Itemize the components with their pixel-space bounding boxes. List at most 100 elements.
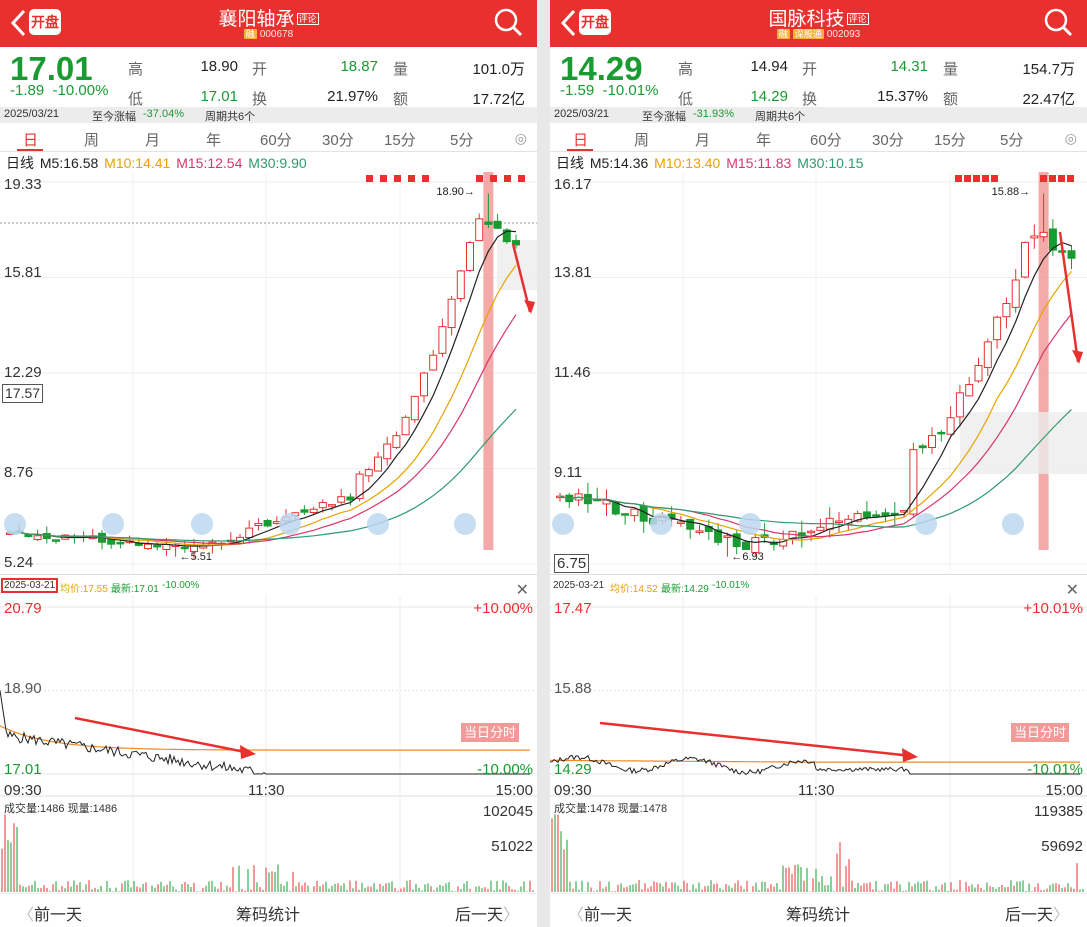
search-icon[interactable]	[1043, 6, 1073, 38]
open-label: 开	[252, 61, 268, 78]
next-day-button[interactable]: 后一天〉	[1005, 907, 1070, 924]
tab-month[interactable]: 月	[145, 132, 161, 149]
candle-body	[116, 541, 125, 545]
event-marker	[1058, 175, 1065, 182]
tab-day[interactable]: 日	[573, 132, 589, 149]
amount-value: 22.47亿	[1022, 91, 1075, 108]
tab-week[interactable]: 周	[634, 132, 650, 149]
chevron-left-icon: 〈	[18, 907, 35, 924]
tab-15min[interactable]: 15分	[384, 132, 416, 149]
intraday-button[interactable]: 当日分时	[461, 723, 519, 742]
candle-body	[900, 510, 909, 513]
chart-nav-icon	[1002, 513, 1024, 535]
low-label: 低	[678, 91, 694, 108]
volume-value: 154.7万	[1022, 61, 1075, 78]
tab-5min[interactable]: 5分	[450, 132, 474, 149]
intraday-pct-bot: -10.00%	[477, 761, 533, 778]
since-value: -37.04%	[143, 108, 184, 120]
back-arrow-icon[interactable]	[8, 6, 30, 40]
open-value: 14.31	[890, 58, 928, 75]
candle-body	[695, 530, 704, 533]
candle-body	[955, 392, 964, 418]
candle-body	[1048, 228, 1057, 251]
volume-label: 成交量:1486 现量:1486	[4, 803, 118, 815]
tab-year[interactable]: 年	[756, 132, 772, 149]
trend-arrow-icon	[1058, 231, 1080, 363]
intraday-svg	[0, 596, 537, 896]
event-marker	[1067, 175, 1074, 182]
period-tabs: 日 周 月 年 60分 30分 15分 5分 ◎	[550, 124, 1087, 152]
candle-body	[502, 229, 511, 243]
candle-body	[263, 520, 272, 527]
ma10-value: M10:13.40	[654, 155, 721, 171]
volume-label: 成交量:1478 现量:1478	[554, 803, 668, 815]
candle-body	[621, 513, 630, 516]
tab-60min[interactable]: 60分	[810, 132, 842, 149]
tab-week[interactable]: 周	[84, 132, 100, 149]
search-icon[interactable]	[493, 6, 523, 38]
active-tab-indicator	[567, 149, 593, 151]
kaipan-button[interactable]: 开盘	[29, 9, 61, 35]
ma30-value: M30:10.15	[797, 155, 864, 171]
close-icon[interactable]: ✕	[1065, 582, 1079, 599]
stock-code: 000678	[259, 29, 294, 40]
tab-5min[interactable]: 5分	[1000, 132, 1024, 149]
intraday-info-bar: 2025-03-21 均价:17.55 最新:17.01 -10.00% ✕	[0, 574, 537, 599]
candle-body	[254, 523, 263, 527]
header-bar: 开盘 襄阳轴承 评论 融 000678	[0, 0, 537, 47]
intraday-chart[interactable]: 20.79 18.90 17.01 +10.00% -10.00% 09:30 …	[0, 596, 537, 906]
candle-body	[401, 416, 410, 436]
panel-divider	[537, 0, 550, 927]
chart-nav-icon	[191, 513, 213, 535]
next-day-button[interactable]: 后一天〉	[455, 907, 520, 924]
intraday-last-pct: -10.00%	[162, 580, 200, 591]
intraday-avg: 均价:14.52	[610, 584, 658, 595]
tab-60min[interactable]: 60分	[260, 132, 292, 149]
back-arrow-icon[interactable]	[558, 6, 580, 40]
ma15-value: M15:12.54	[176, 155, 243, 171]
event-marker	[982, 175, 989, 182]
turnover-label: 换	[252, 91, 268, 108]
prev-day-button[interactable]: 〈前一天	[18, 907, 83, 924]
kaipan-button[interactable]: 开盘	[579, 9, 611, 35]
tab-month[interactable]: 月	[695, 132, 711, 149]
event-marker	[1040, 175, 1047, 182]
tab-15min[interactable]: 15分	[934, 132, 966, 149]
ma30-line	[9, 408, 517, 542]
candle-body	[835, 520, 843, 524]
header-bar: 开盘 国脉科技 评论 融深股通 002093	[550, 0, 1087, 47]
prev-day-button[interactable]: 〈前一天	[568, 907, 633, 924]
arrowhead-icon	[1072, 350, 1083, 364]
intraday-chart[interactable]: 17.47 15.88 14.29 +10.01% -10.01% 09:30 …	[550, 596, 1087, 906]
selected-day-highlight	[1038, 172, 1049, 550]
stock-name: 国脉科技 评论	[768, 9, 869, 30]
close-icon[interactable]: ✕	[515, 582, 529, 599]
tab-year[interactable]: 年	[206, 132, 222, 149]
chart-nav-icon	[915, 513, 937, 535]
kline-chart[interactable]: 16.17 13.81 11.46 9.11 6.75 15.88→ ←6.93…	[550, 172, 1087, 742]
candle-body	[420, 372, 428, 397]
chip-stats-button[interactable]: 筹码统计	[786, 907, 851, 924]
chevron-left-icon: 〈	[568, 907, 585, 924]
candle-body	[983, 341, 992, 368]
tab-day[interactable]: 日	[23, 132, 39, 149]
tab-30min[interactable]: 30分	[322, 132, 354, 149]
time-start: 09:30	[4, 782, 42, 799]
candle-body	[816, 526, 825, 531]
kline-y-tick-2: 15.81	[4, 264, 42, 281]
candle-body	[447, 298, 456, 329]
kline-chart[interactable]: 19.33 15.81 12.29 8.76 5.24 17.57 18.90→…	[0, 172, 537, 742]
volume-mid: 59692	[1041, 838, 1083, 855]
settings-icon[interactable]: ◎	[1064, 130, 1077, 146]
time-end: 15:00	[1045, 782, 1083, 799]
candle-body	[1039, 231, 1048, 238]
candle-body	[153, 544, 162, 548]
ma10-value: M10:14.41	[104, 155, 171, 171]
crosshair-price-label: 17.57	[2, 384, 44, 403]
tab-30min[interactable]: 30分	[872, 132, 904, 149]
candle-body	[611, 502, 620, 515]
intraday-last: 最新:17.01	[111, 584, 159, 595]
chip-stats-button[interactable]: 筹码统计	[236, 907, 301, 924]
settings-icon[interactable]: ◎	[514, 130, 527, 146]
intraday-button[interactable]: 当日分时	[1011, 723, 1069, 742]
